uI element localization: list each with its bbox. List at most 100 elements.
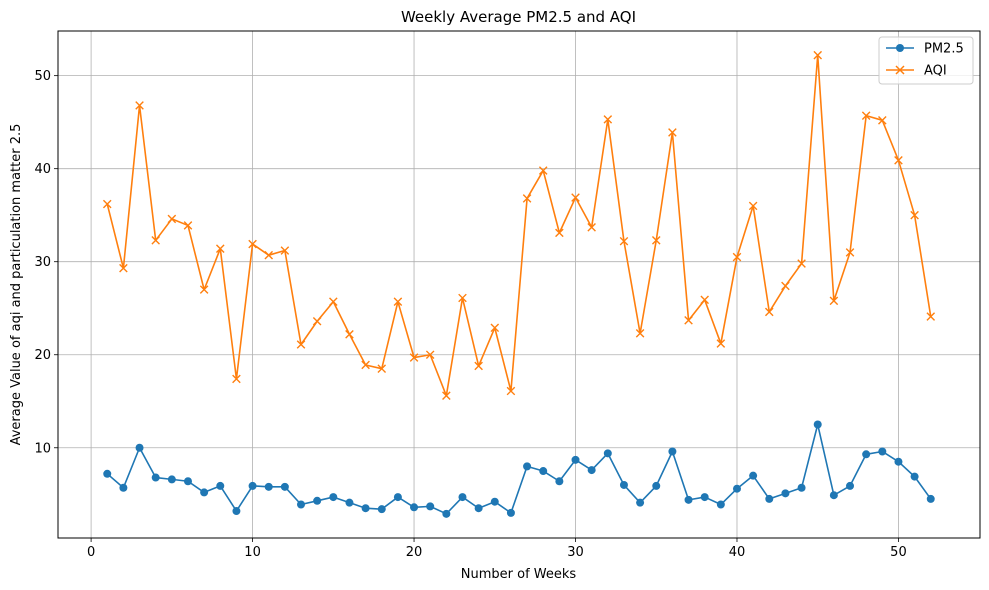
data-point-aqi <box>425 350 435 360</box>
data-point-aqi <box>845 248 855 257</box>
x-tick-label: 10 <box>244 545 261 560</box>
data-point-pm25 <box>248 481 257 490</box>
data-point-aqi <box>894 156 903 165</box>
data-point-aqi <box>603 115 613 124</box>
data-point-aqi <box>555 228 564 238</box>
data-point-pm25 <box>652 481 661 490</box>
y-tick-label: 10 <box>34 441 51 456</box>
data-point-pm25 <box>313 496 322 505</box>
data-point-aqi <box>215 244 225 253</box>
data-point-pm25 <box>539 467 548 476</box>
data-point-pm25 <box>393 493 402 502</box>
data-point-pm25 <box>700 493 709 502</box>
data-point-pm25 <box>200 488 209 497</box>
data-point-aqi <box>361 360 370 370</box>
data-point-aqi <box>764 307 774 317</box>
data-point-aqi <box>522 194 532 203</box>
data-point-aqi <box>587 222 596 232</box>
series-group <box>102 50 936 518</box>
data-point-aqi <box>635 329 645 338</box>
data-point-pm25 <box>684 495 693 504</box>
data-point-aqi <box>119 263 128 273</box>
data-point-pm25 <box>813 420 822 429</box>
series-pm25 <box>103 420 935 518</box>
data-point-pm25 <box>297 500 306 509</box>
data-point-aqi <box>167 214 177 224</box>
legend-label-pm25: PM2.5 <box>924 42 964 57</box>
data-point-aqi <box>716 339 726 348</box>
y-tick-label: 30 <box>34 255 51 270</box>
data-point-pm25 <box>603 449 612 458</box>
series-aqi <box>102 50 936 400</box>
data-point-pm25 <box>232 507 241 516</box>
data-point-aqi <box>474 361 483 371</box>
data-point-pm25 <box>523 462 532 471</box>
data-point-aqi <box>506 386 516 396</box>
data-point-pm25 <box>216 481 225 490</box>
data-point-pm25 <box>506 508 515 517</box>
data-point-pm25 <box>426 502 435 511</box>
data-point-pm25 <box>749 471 758 480</box>
x-tick-label: 20 <box>406 545 423 560</box>
x-tick-label: 30 <box>567 545 584 560</box>
data-point-aqi <box>135 101 144 110</box>
data-point-aqi <box>393 297 403 307</box>
data-point-aqi <box>248 239 257 249</box>
data-point-pm25 <box>474 504 483 513</box>
data-point-pm25 <box>345 498 354 507</box>
legend-aqi-marker <box>895 65 905 75</box>
data-point-aqi <box>684 316 693 325</box>
y-tick-label: 50 <box>34 69 51 84</box>
x-tick-label: 40 <box>729 545 746 560</box>
data-point-pm25 <box>797 483 806 492</box>
data-point-aqi <box>312 316 322 326</box>
x-tick-label: 0 <box>87 545 95 560</box>
data-point-aqi <box>280 246 290 255</box>
data-point-aqi <box>329 297 338 307</box>
data-point-pm25 <box>264 482 273 491</box>
data-point-aqi <box>861 111 871 120</box>
data-point-pm25 <box>103 469 112 478</box>
data-point-pm25 <box>732 484 741 493</box>
data-point-aqi <box>571 193 580 202</box>
data-point-aqi <box>377 364 387 373</box>
data-point-aqi <box>748 201 758 211</box>
data-point-aqi <box>926 312 936 321</box>
data-point-pm25 <box>555 477 564 486</box>
data-point-pm25 <box>410 503 419 512</box>
y-tick-label: 20 <box>34 348 51 363</box>
data-point-pm25 <box>377 505 386 514</box>
data-point-aqi <box>797 259 806 268</box>
data-point-aqi <box>829 296 839 306</box>
data-point-pm25 <box>183 477 192 486</box>
x-tick-label: 50 <box>890 545 907 560</box>
data-point-aqi <box>409 353 419 362</box>
data-point-aqi <box>102 199 112 209</box>
chart-title: Weekly Average PM2.5 and AQI <box>401 8 636 26</box>
data-point-aqi <box>538 166 548 175</box>
data-point-pm25 <box>878 447 887 456</box>
grid <box>58 31 980 538</box>
legend: PM2.5 AQI <box>878 36 974 85</box>
data-point-aqi <box>700 295 709 305</box>
data-point-aqi <box>232 374 241 384</box>
data-point-pm25 <box>587 466 596 475</box>
data-point-aqi <box>668 128 677 137</box>
legend-label-aqi: AQI <box>924 64 947 79</box>
data-point-pm25 <box>329 493 338 502</box>
data-point-aqi <box>781 281 790 291</box>
data-point-aqi <box>458 293 467 303</box>
data-point-aqi <box>732 252 742 262</box>
data-point-pm25 <box>151 473 160 482</box>
data-point-pm25 <box>716 500 725 509</box>
data-point-aqi <box>264 250 274 260</box>
data-point-aqi <box>151 236 160 245</box>
y-axis-label: Average Value of aqi and particulation m… <box>9 124 24 446</box>
data-point-aqi <box>199 285 209 294</box>
data-point-aqi <box>296 340 306 349</box>
data-point-pm25 <box>862 450 871 459</box>
data-point-pm25 <box>829 491 838 500</box>
y-axis: 10 20 30 40 50 <box>34 69 58 456</box>
legend-pm25-marker <box>896 44 904 52</box>
